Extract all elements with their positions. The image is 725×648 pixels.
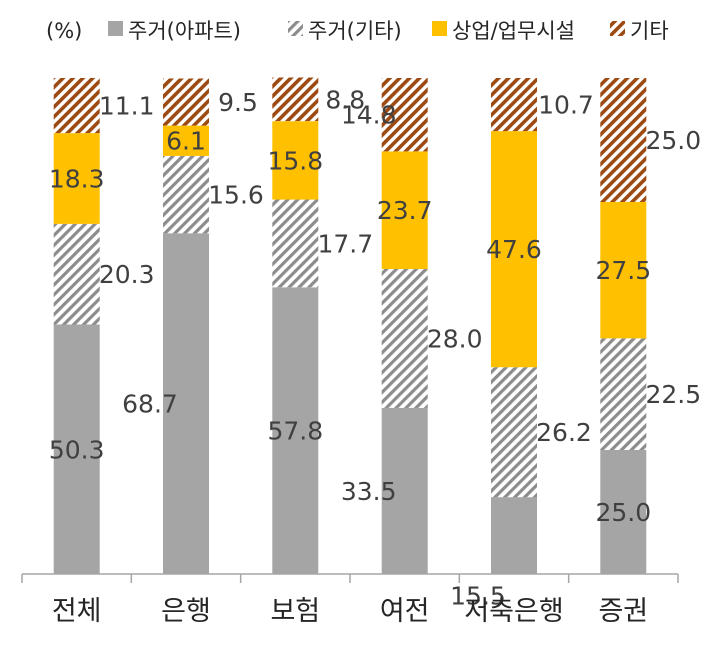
bar-series-2-cat-5: [600, 202, 647, 339]
category-label-1: 은행: [161, 596, 211, 627]
legend-label-3: 기타: [630, 19, 669, 43]
legend-swatch-3: [610, 21, 625, 36]
bar-series-3-cat-2: [272, 77, 319, 122]
data-label-series-2-cat-2: 15.8: [267, 146, 323, 175]
bar-series-0-cat-2: [272, 287, 319, 574]
bar-series-3-cat-5: [600, 78, 647, 202]
data-label-series-2-cat-5: 27.5: [595, 256, 651, 285]
data-label-series-2-cat-4: 47.6: [486, 235, 542, 264]
category-label-3: 여전: [380, 596, 430, 627]
data-label-series-0-cat-2: 57.8: [267, 417, 323, 446]
legend-swatch-0: [108, 21, 123, 36]
bar-series-0-cat-0: [53, 324, 100, 574]
bar-series-0-cat-4: [491, 497, 537, 574]
bar-series-1-cat-4: [491, 367, 537, 498]
bars-group: [53, 77, 647, 574]
data-label-series-1-cat-1: 15.6: [208, 181, 264, 210]
legend-label-2: 상업/업무시설: [452, 19, 575, 43]
data-label-series-3-cat-0: 11.1: [99, 92, 155, 121]
data-label-series-1-cat-5: 22.5: [645, 380, 701, 409]
data-label-series-0-cat-5: 25.0: [595, 498, 651, 527]
data-label-series-1-cat-0: 20.3: [99, 260, 155, 289]
legend: (%) 주거(아파트) 주거(기타) 상업/업무시설 기타: [46, 19, 669, 43]
data-label-series-3-cat-5: 25.0: [645, 126, 701, 155]
data-label-series-1-cat-3: 28.0: [427, 324, 483, 353]
bar-series-2-cat-3: [381, 151, 428, 269]
category-label-0: 전체: [52, 596, 102, 627]
legend-swatch-2: [432, 21, 447, 36]
data-label-series-1-cat-2: 17.7: [317, 229, 373, 258]
bar-series-2-cat-0: [53, 133, 100, 224]
data-label-series-3-cat-1: 9.5: [218, 88, 258, 117]
data-label-series-3-cat-4: 10.7: [538, 91, 594, 120]
bar-series-1-cat-1: [163, 155, 209, 234]
bar-series-2-cat-4: [491, 131, 537, 368]
data-label-series-1-cat-4: 26.2: [536, 418, 592, 447]
unit-label: (%): [46, 19, 82, 43]
bar-series-2-cat-2: [272, 121, 319, 200]
bar-series-1-cat-2: [272, 199, 319, 288]
data-label-series-3-cat-3: 14.8: [341, 101, 397, 130]
bar-series-0-cat-1: [163, 233, 209, 574]
data-label-series-0-cat-3: 33.5: [341, 477, 397, 506]
data-label-series-0-cat-1: 68.7: [122, 390, 178, 419]
bar-series-3-cat-0: [53, 78, 100, 134]
legend-label-0: 주거(아파트): [128, 19, 241, 43]
bar-series-1-cat-0: [53, 223, 100, 325]
bar-series-1-cat-5: [600, 338, 647, 450]
category-label-4: 저축은행: [464, 596, 563, 627]
bar-series-3-cat-1: [163, 78, 209, 126]
legend-label-1: 주거(기타): [308, 19, 402, 43]
bar-series-2-cat-1: [163, 125, 209, 156]
x-axis: 전체 은행 보험 여전 저축은행 증권: [21, 573, 679, 627]
bar-series-0-cat-5: [600, 450, 647, 574]
data-label-series-3-cat-2: 8.8: [325, 85, 365, 114]
data-labels-group: 50.3 20.3 18.3 11.1 68.7 15.66.1 9.5 57.8 17.7 15…: [49, 85, 701, 610]
data-label-series-2-cat-3: 23.7: [377, 196, 433, 225]
legend-swatch-1: [288, 21, 303, 36]
category-label-2: 보험: [270, 596, 320, 627]
bar-series-3-cat-3: [381, 78, 428, 152]
bar-series-1-cat-3: [381, 269, 428, 408]
data-label-series-2-cat-0: 18.3: [49, 164, 105, 193]
data-label-series-0-cat-4: 15.5: [450, 582, 506, 611]
data-label-series-2-cat-1: 6.1: [166, 127, 206, 156]
bar-series-3-cat-4: [491, 78, 537, 132]
bar-series-0-cat-3: [381, 407, 428, 574]
data-label-series-0-cat-0: 50.3: [49, 435, 105, 464]
category-label-5: 증권: [598, 596, 648, 627]
